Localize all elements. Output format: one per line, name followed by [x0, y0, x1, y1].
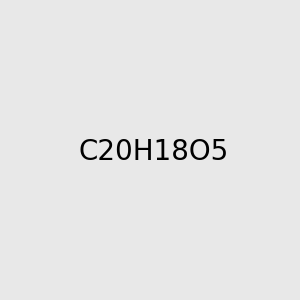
- Text: C20H18O5: C20H18O5: [79, 137, 229, 166]
